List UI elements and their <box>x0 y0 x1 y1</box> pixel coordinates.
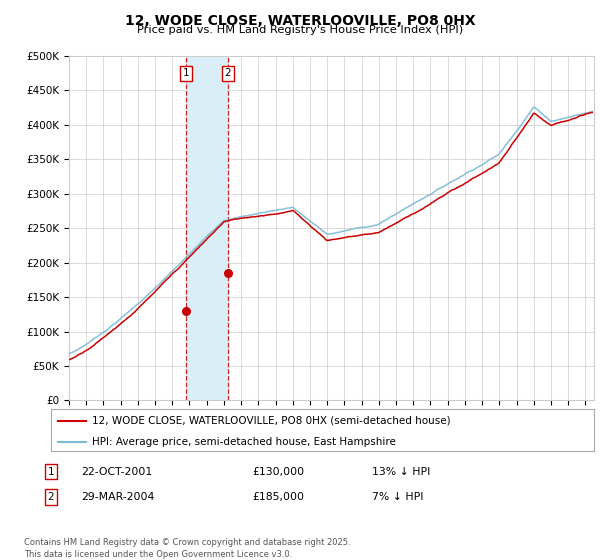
Text: £185,000: £185,000 <box>252 492 304 502</box>
Text: 2: 2 <box>225 68 232 78</box>
Text: 1: 1 <box>47 466 55 477</box>
Text: 1: 1 <box>183 68 190 78</box>
Text: HPI: Average price, semi-detached house, East Hampshire: HPI: Average price, semi-detached house,… <box>92 437 395 446</box>
Text: 12, WODE CLOSE, WATERLOOVILLE, PO8 0HX: 12, WODE CLOSE, WATERLOOVILLE, PO8 0HX <box>125 14 475 28</box>
Text: £130,000: £130,000 <box>252 466 304 477</box>
Text: 2: 2 <box>47 492 55 502</box>
Text: 13% ↓ HPI: 13% ↓ HPI <box>372 466 430 477</box>
Text: 22-OCT-2001: 22-OCT-2001 <box>81 466 152 477</box>
Text: 29-MAR-2004: 29-MAR-2004 <box>81 492 154 502</box>
Text: 7% ↓ HPI: 7% ↓ HPI <box>372 492 424 502</box>
Text: Contains HM Land Registry data © Crown copyright and database right 2025.
This d: Contains HM Land Registry data © Crown c… <box>24 538 350 559</box>
Text: 12, WODE CLOSE, WATERLOOVILLE, PO8 0HX (semi-detached house): 12, WODE CLOSE, WATERLOOVILLE, PO8 0HX (… <box>92 416 451 426</box>
Bar <box>186 56 228 400</box>
Text: Price paid vs. HM Land Registry's House Price Index (HPI): Price paid vs. HM Land Registry's House … <box>137 25 463 35</box>
